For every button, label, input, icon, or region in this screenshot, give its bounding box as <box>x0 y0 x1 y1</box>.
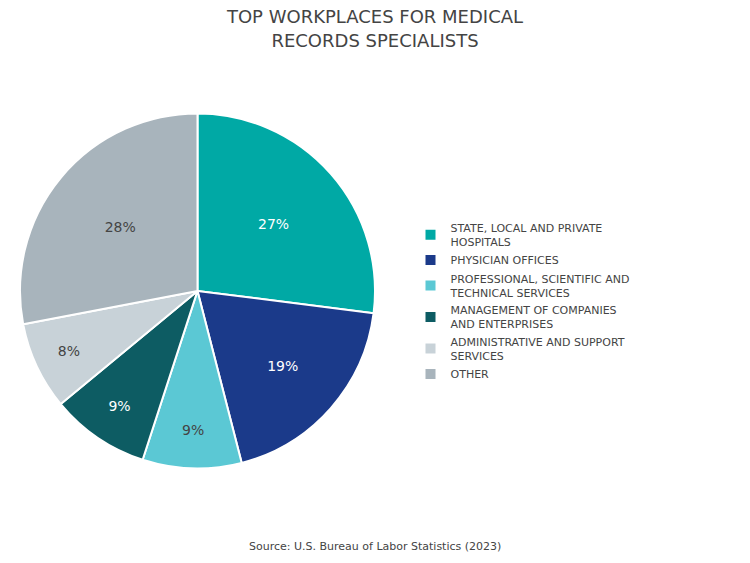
svg-text:9%: 9% <box>182 422 204 438</box>
svg-text:Source: U.S. Bureau of Labor S: Source: U.S. Bureau of Labor Statistics … <box>249 540 501 553</box>
svg-text:9%: 9% <box>108 398 130 414</box>
svg-text:ADMINISTRATIVE AND SUPPORTSERV: ADMINISTRATIVE AND SUPPORTSERVICES <box>451 336 625 363</box>
svg-text:TOP WORKPLACES FOR MEDICALRECO: TOP WORKPLACES FOR MEDICALRECORDS SPECIA… <box>226 6 523 50</box>
svg-text:PROFESSIONAL, SCIENTIFIC ANDTE: PROFESSIONAL, SCIENTIFIC ANDTECHNICAL SE… <box>450 273 630 300</box>
svg-text:OTHER: OTHER <box>451 368 490 381</box>
svg-text:19%: 19% <box>267 358 298 374</box>
svg-text:8%: 8% <box>58 343 80 359</box>
svg-text:MANAGEMENT OF COMPANIESAND ENT: MANAGEMENT OF COMPANIESAND ENTERPRISES <box>451 304 617 331</box>
svg-text:STATE, LOCAL AND PRIVATEHOSPIT: STATE, LOCAL AND PRIVATEHOSPITALS <box>451 222 603 249</box>
svg-text:28%: 28% <box>105 219 136 235</box>
svg-text:27%: 27% <box>258 216 289 232</box>
svg-text:PHYSICIAN OFFICES: PHYSICIAN OFFICES <box>451 254 559 267</box>
